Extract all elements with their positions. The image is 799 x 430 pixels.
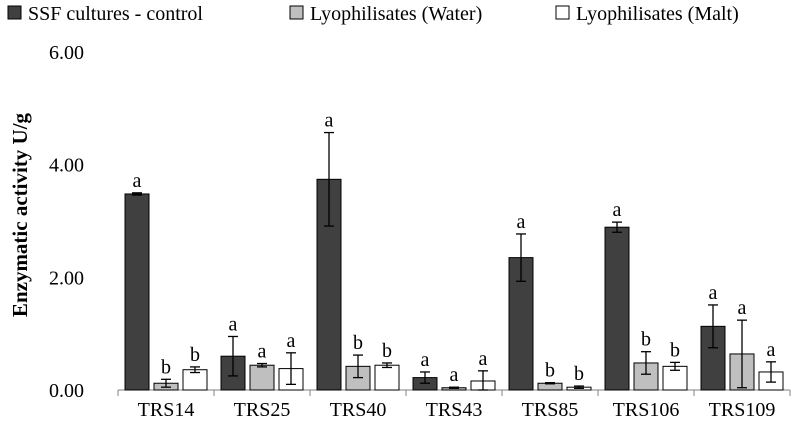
significance-label: a [133, 170, 142, 192]
significance-label: a [287, 330, 296, 352]
y-tick-label: 6.00 [49, 42, 84, 64]
significance-label: a [709, 282, 718, 304]
y-axis: 0.00 2.00 4.00 6.00 [49, 42, 84, 402]
x-axis: TRS14 TRS25 TRS40 TRS43 TRS85 TRS106 TRS109 [117, 389, 791, 421]
bar [124, 193, 150, 391]
significance-label: a [479, 348, 488, 370]
bar [249, 364, 275, 391]
x-tick-label: TRS43 [426, 399, 483, 421]
y-tick-label: 4.00 [49, 155, 84, 177]
x-tick-label: TRS14 [138, 399, 195, 421]
significance-label: b [641, 329, 651, 351]
y-axis-label: Enzymatic activity U/g [8, 112, 32, 317]
bar [374, 364, 400, 391]
significance-label: a [325, 110, 334, 132]
significance-label: b [161, 356, 171, 378]
legend-label: Lyophilisates (Water) [310, 3, 482, 25]
legend-swatch [289, 5, 304, 20]
x-tick-label: TRS109 [709, 399, 776, 421]
legend-swatch [555, 5, 570, 20]
significance-label: b [353, 332, 363, 354]
significance-label: a [229, 313, 238, 335]
y-tick-label: 0.00 [49, 380, 84, 402]
x-tick-label: TRS85 [522, 399, 579, 421]
legend-swatch [7, 5, 22, 20]
significance-label: a [258, 341, 267, 363]
legend: SSF cultures - control Lyophilisates (Wat… [7, 3, 739, 25]
bar [604, 226, 630, 391]
x-tick-label: TRS106 [613, 399, 680, 421]
significance-label: a [738, 297, 747, 319]
significance-label: b [382, 340, 392, 362]
significance-label: b [190, 344, 200, 366]
significance-label: a [421, 349, 430, 371]
significance-label: a [613, 199, 622, 221]
significance-label: b [545, 360, 555, 382]
significance-label: a [767, 339, 776, 361]
y-tick-label: 2.00 [49, 267, 84, 289]
legend-label: SSF cultures - control [28, 3, 203, 25]
legend-label: Lyophilisates (Malt) [576, 3, 739, 25]
significance-label: a [450, 364, 459, 386]
significance-label: b [670, 339, 680, 361]
x-tick-label: TRS40 [330, 399, 387, 421]
x-tick-label: TRS25 [234, 399, 291, 421]
significance-label: b [574, 363, 584, 385]
significance-label: a [517, 211, 526, 233]
